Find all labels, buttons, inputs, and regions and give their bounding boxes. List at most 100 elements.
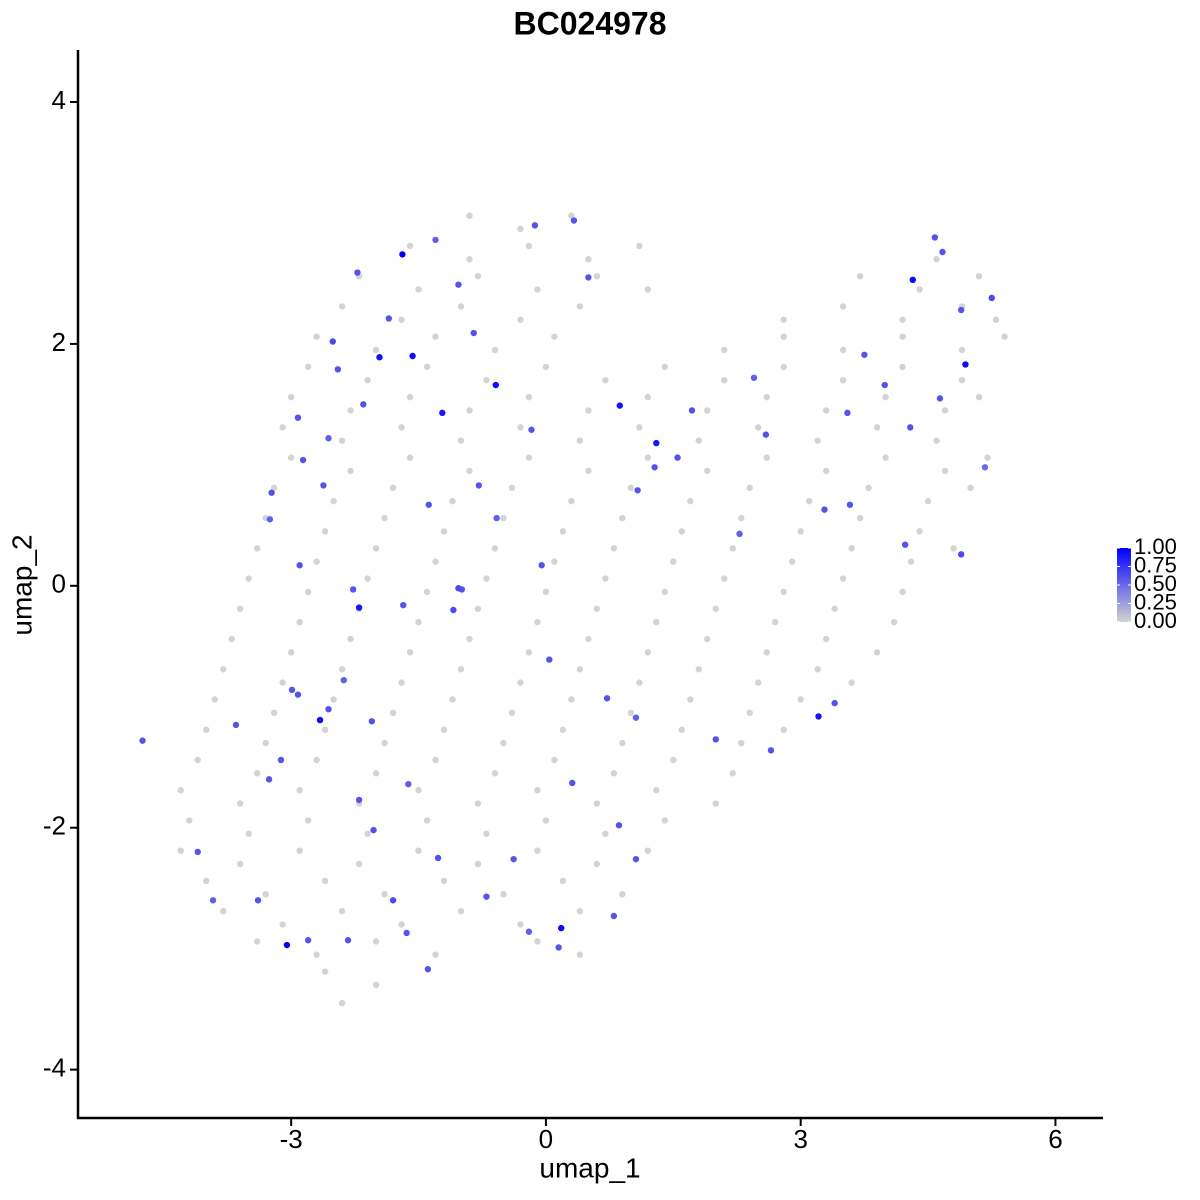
point (296, 847, 303, 854)
point (721, 346, 728, 354)
point (415, 286, 422, 293)
point (738, 739, 745, 747)
point (780, 363, 787, 371)
point (381, 739, 388, 747)
point (304, 588, 312, 596)
y-tick-label: -2 (43, 811, 66, 841)
point (403, 929, 410, 937)
point (398, 679, 405, 686)
point (610, 545, 618, 552)
point (568, 696, 575, 703)
point (455, 281, 462, 288)
point (576, 951, 584, 958)
point (439, 409, 446, 417)
point (313, 558, 320, 565)
point (334, 366, 342, 373)
point (984, 454, 991, 461)
point (203, 877, 210, 885)
point (933, 256, 940, 263)
point (939, 248, 946, 256)
point (364, 376, 371, 384)
point (678, 528, 685, 535)
x-tick-label: -3 (280, 1124, 303, 1154)
point (279, 679, 286, 686)
point (704, 467, 711, 475)
point (780, 333, 787, 340)
point (313, 951, 320, 958)
point (423, 817, 431, 824)
point (517, 225, 524, 233)
point (559, 877, 567, 885)
point (729, 770, 736, 777)
point (678, 726, 685, 733)
point (517, 316, 524, 323)
point (729, 545, 736, 552)
point (525, 649, 533, 656)
point (304, 363, 312, 371)
point (534, 286, 541, 293)
point (568, 497, 575, 505)
point (534, 618, 541, 626)
point (364, 575, 371, 582)
point (651, 464, 658, 471)
point (542, 588, 550, 596)
point (186, 817, 193, 824)
point (304, 817, 312, 824)
point (440, 726, 448, 733)
point (236, 605, 244, 612)
point (615, 822, 623, 829)
point (644, 454, 652, 461)
point (203, 726, 210, 733)
point (493, 514, 500, 522)
point (474, 860, 482, 868)
point (455, 585, 462, 592)
point (349, 586, 357, 593)
point (277, 756, 285, 764)
point (279, 424, 286, 431)
point (483, 376, 490, 384)
point (636, 242, 643, 250)
point (755, 679, 762, 686)
point (873, 424, 881, 431)
point (546, 656, 553, 663)
point (602, 376, 609, 384)
point (636, 679, 643, 686)
point (517, 679, 524, 686)
point (376, 354, 383, 361)
point (551, 333, 558, 340)
point (500, 514, 507, 522)
point (466, 256, 473, 263)
point (265, 776, 273, 783)
point (294, 691, 302, 698)
point (398, 921, 405, 928)
point (933, 437, 940, 444)
point (466, 635, 473, 643)
point (957, 306, 965, 314)
point (882, 454, 889, 461)
point (627, 484, 635, 492)
point (194, 848, 201, 856)
point (287, 393, 295, 401)
point (347, 467, 354, 475)
point (861, 351, 868, 358)
point (525, 454, 533, 461)
point (474, 800, 482, 807)
point (287, 454, 295, 461)
point (856, 272, 864, 280)
point (603, 695, 611, 702)
point (211, 696, 218, 703)
point (440, 877, 448, 885)
point (270, 484, 278, 492)
colorbar-label: 1.00 (1134, 534, 1177, 559)
point (661, 363, 669, 371)
point (517, 921, 524, 928)
y-tick-label: 4 (52, 85, 66, 115)
point (755, 424, 762, 431)
point (483, 830, 490, 837)
point (967, 484, 974, 492)
point (491, 346, 499, 354)
point (762, 431, 770, 438)
point (975, 393, 983, 401)
point (704, 407, 711, 414)
